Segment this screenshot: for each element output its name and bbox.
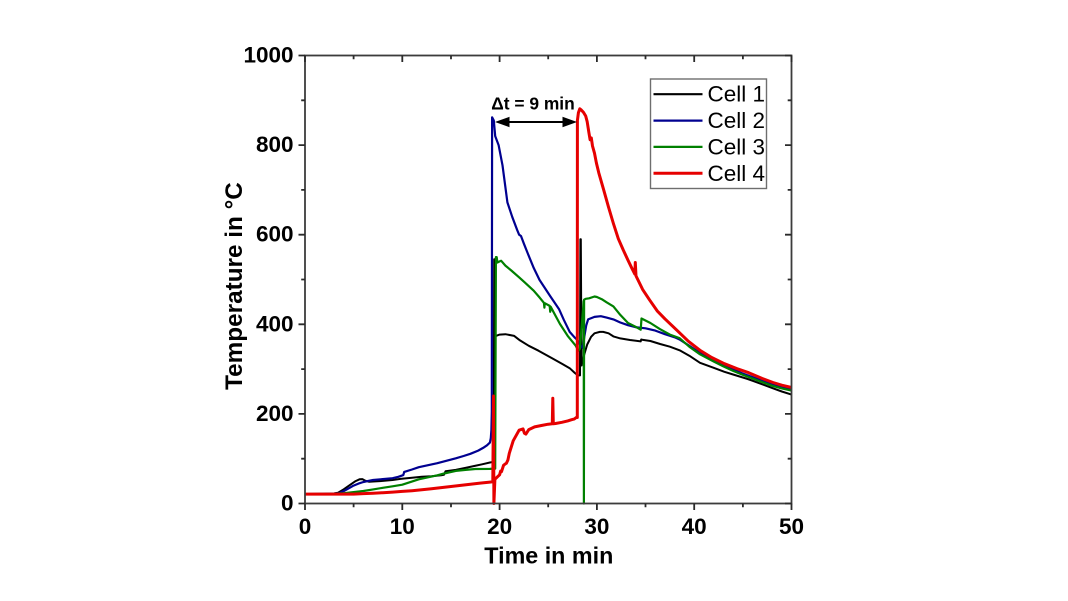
svg-text:50: 50 — [779, 514, 804, 539]
svg-text:Temperature in °C: Temperature in °C — [221, 182, 248, 390]
svg-text:40: 40 — [682, 514, 707, 539]
svg-text:Cell 4: Cell 4 — [708, 161, 766, 186]
svg-text:30: 30 — [584, 514, 609, 539]
svg-text:400: 400 — [256, 311, 294, 336]
svg-text:0: 0 — [281, 491, 294, 516]
svg-text:Δt = 9 min: Δt = 9 min — [491, 94, 575, 114]
svg-text:20: 20 — [487, 514, 512, 539]
svg-text:Cell 3: Cell 3 — [708, 134, 766, 159]
svg-text:200: 200 — [256, 401, 294, 426]
svg-text:0: 0 — [299, 514, 312, 539]
svg-text:800: 800 — [256, 132, 294, 157]
svg-text:1000: 1000 — [243, 43, 293, 68]
svg-text:Cell 1: Cell 1 — [708, 82, 766, 107]
svg-text:Cell 2: Cell 2 — [708, 108, 766, 133]
svg-text:Time in min: Time in min — [484, 543, 613, 569]
svg-text:10: 10 — [390, 514, 415, 539]
svg-text:600: 600 — [256, 222, 294, 247]
